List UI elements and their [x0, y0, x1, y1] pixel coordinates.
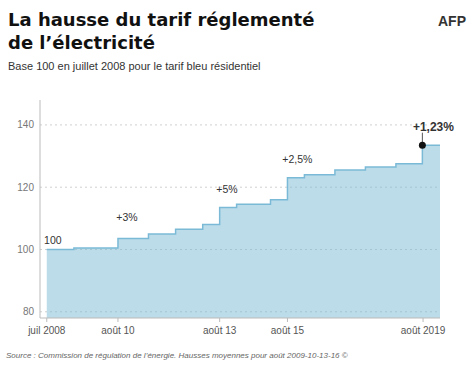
step-area — [47, 145, 440, 318]
annotation: +5% — [216, 183, 237, 195]
y-axis — [40, 100, 41, 318]
annotation: +3% — [116, 211, 137, 223]
y-tick-label: 80 — [23, 306, 35, 317]
annotation: +2,5% — [282, 153, 312, 165]
x-tick-label: août 15 — [271, 325, 305, 336]
x-tick-label: juil 2008 — [27, 325, 66, 336]
subtitle: Base 100 en juillet 2008 pour le tarif b… — [8, 60, 261, 72]
x-tick-label: août 10 — [101, 325, 135, 336]
y-tick-label: 140 — [17, 119, 34, 130]
x-tick-label: août 2019 — [401, 325, 446, 336]
last-point — [419, 142, 426, 149]
x-axis — [40, 318, 440, 319]
x-tick-label: août 13 — [203, 325, 237, 336]
plot-area — [47, 133, 440, 318]
y-tick-label: 100 — [17, 244, 34, 255]
x-tick — [117, 318, 118, 322]
y-tick-label: 120 — [17, 182, 34, 193]
title: La hausse du tarif réglementé — [8, 9, 314, 30]
grid-line — [40, 124, 440, 125]
credit: AFP — [438, 13, 466, 29]
title: de l’électricité — [8, 32, 155, 53]
x-tick — [423, 318, 424, 322]
x-tick — [287, 318, 288, 322]
x-tick — [219, 318, 220, 322]
annotation: 100 — [44, 234, 62, 246]
step-line — [47, 145, 440, 249]
source: Source : Commission de régulation de l’é… — [6, 351, 348, 360]
annotation: +1,23% — [413, 120, 454, 134]
chart: La hausse du tarif réglementéde l’électr… — [0, 0, 474, 366]
x-tick — [46, 318, 47, 322]
